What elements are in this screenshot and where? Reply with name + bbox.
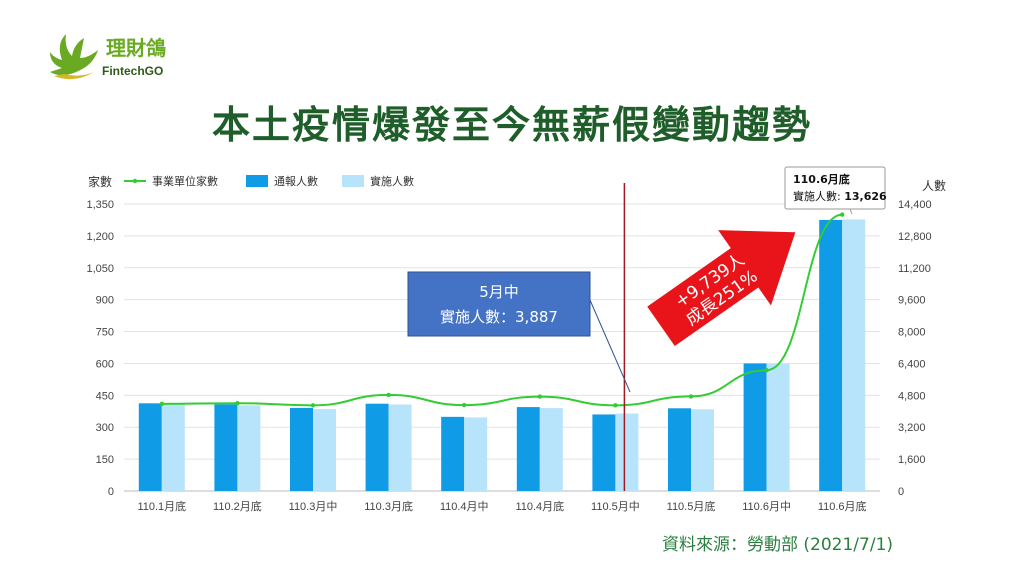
line-series bbox=[159, 212, 845, 408]
legend-label: 實施人數 bbox=[370, 174, 414, 188]
tooltip-line1: 110.6月底 bbox=[793, 172, 850, 186]
category-label: 110.5月中 bbox=[591, 500, 640, 513]
bar-implemented bbox=[691, 409, 714, 491]
line-point bbox=[386, 392, 391, 398]
left-tick-label: 750 bbox=[96, 327, 114, 339]
right-tick-label: 6,400 bbox=[898, 358, 926, 370]
left-tick-label: 0 bbox=[108, 486, 114, 498]
legend-label: 事業單位家數 bbox=[152, 174, 218, 188]
bar-notified bbox=[668, 408, 691, 491]
line-point bbox=[613, 403, 618, 408]
bar-implemented bbox=[615, 413, 639, 491]
right-tick-label: 4,800 bbox=[898, 390, 926, 402]
bar-notified bbox=[743, 363, 767, 491]
bar-implemented bbox=[464, 417, 488, 491]
bar-notified bbox=[290, 407, 313, 491]
logo: 理財鴿 FintechGO bbox=[44, 28, 174, 86]
legend-label: 通報人數 bbox=[274, 175, 318, 188]
left-tick-label: 1,200 bbox=[86, 231, 114, 243]
bar-implemented bbox=[842, 219, 866, 491]
bar-implemented bbox=[539, 408, 563, 491]
category-label: 110.5月底 bbox=[667, 499, 716, 513]
ticks: 0 150 300 450 600 750 900 1,050 1,200 1,350 0 1,600… bbox=[86, 174, 946, 513]
arrow-shape bbox=[647, 230, 796, 346]
category-label: 110.3月中 bbox=[289, 500, 338, 513]
left-tick-label: 450 bbox=[96, 390, 114, 402]
category-label: 110.6月底 bbox=[818, 499, 867, 513]
line-point bbox=[235, 400, 240, 406]
left-tick-label: 300 bbox=[96, 422, 114, 434]
bar-notified bbox=[214, 404, 238, 491]
left-tick-label: 1,050 bbox=[86, 263, 114, 275]
tooltip-box bbox=[784, 166, 886, 210]
callout-line2: 實施人數：3,887 bbox=[440, 308, 558, 326]
left-tick-label: 150 bbox=[96, 454, 114, 466]
category-label: 110.6月中 bbox=[742, 500, 791, 513]
legend-bar-swatch bbox=[246, 175, 268, 187]
line-point bbox=[537, 394, 542, 399]
left-tick-label: 600 bbox=[96, 358, 114, 370]
right-tick-label: 0 bbox=[898, 486, 904, 498]
callout-pointer bbox=[589, 299, 631, 393]
dove-logo-icon bbox=[50, 34, 98, 80]
category-label: 110.4月中 bbox=[440, 500, 489, 513]
left-tick-label: 1,350 bbox=[86, 199, 114, 211]
line-point bbox=[688, 394, 694, 399]
right-tick-label: 12,800 bbox=[898, 231, 932, 243]
bar-notified bbox=[516, 407, 540, 491]
bar-notified bbox=[365, 403, 389, 491]
right-tick-label: 1,600 bbox=[898, 454, 926, 466]
legend-bar-swatch bbox=[342, 175, 364, 187]
bar-notified bbox=[592, 414, 616, 491]
bar-implemented bbox=[161, 404, 185, 491]
bars bbox=[138, 219, 866, 491]
category-label: 110.4月底 bbox=[515, 499, 564, 513]
right-tick-label: 3,200 bbox=[898, 422, 926, 434]
right-tick-label: 9,600 bbox=[898, 295, 926, 307]
bar-implemented bbox=[766, 363, 790, 491]
tooltip-value: 13,626 bbox=[844, 190, 887, 203]
bar-implemented bbox=[388, 404, 412, 491]
left-axis-title: 家數 bbox=[88, 174, 112, 189]
right-tick-label: 11,200 bbox=[898, 263, 931, 275]
bar-implemented bbox=[313, 409, 336, 491]
tooltip-line2: 實施人數: 13,626 bbox=[793, 189, 887, 203]
line-point bbox=[159, 401, 164, 407]
source-note: 資料來源：勞動部 (2021/7/1) bbox=[662, 535, 894, 555]
tooltip-label: 實施人數: bbox=[793, 189, 844, 203]
category-label: 110.2月底 bbox=[213, 499, 262, 513]
logo-name-en: FintechGO bbox=[102, 64, 164, 78]
line-point bbox=[310, 403, 316, 408]
left-tick-label: 900 bbox=[96, 295, 114, 307]
line-point bbox=[764, 368, 769, 373]
right-axis-title: 人數 bbox=[922, 179, 946, 193]
category-label: 110.1月底 bbox=[137, 499, 186, 513]
callout-box bbox=[407, 271, 591, 337]
line-point bbox=[840, 212, 845, 217]
callout-line1: 5月中 bbox=[479, 283, 519, 301]
logo-name-cn: 理財鴿 bbox=[106, 36, 166, 60]
bar-notified bbox=[441, 416, 465, 491]
right-tick-label: 8,000 bbox=[898, 327, 926, 339]
page-title: 本土疫情爆發至今無薪假變動趨勢 bbox=[211, 103, 812, 147]
category-label: 110.3月底 bbox=[364, 499, 413, 513]
tooltip-pointer bbox=[849, 208, 853, 215]
bar-notified bbox=[819, 219, 843, 491]
line-point bbox=[462, 402, 467, 408]
legend-line-marker bbox=[132, 178, 138, 184]
right-tick-label: 14,400 bbox=[898, 199, 932, 211]
bar-implemented bbox=[237, 405, 261, 491]
bar-notified bbox=[138, 403, 162, 491]
legend: 事業單位家數 通報人數 實施人數 bbox=[124, 174, 414, 188]
